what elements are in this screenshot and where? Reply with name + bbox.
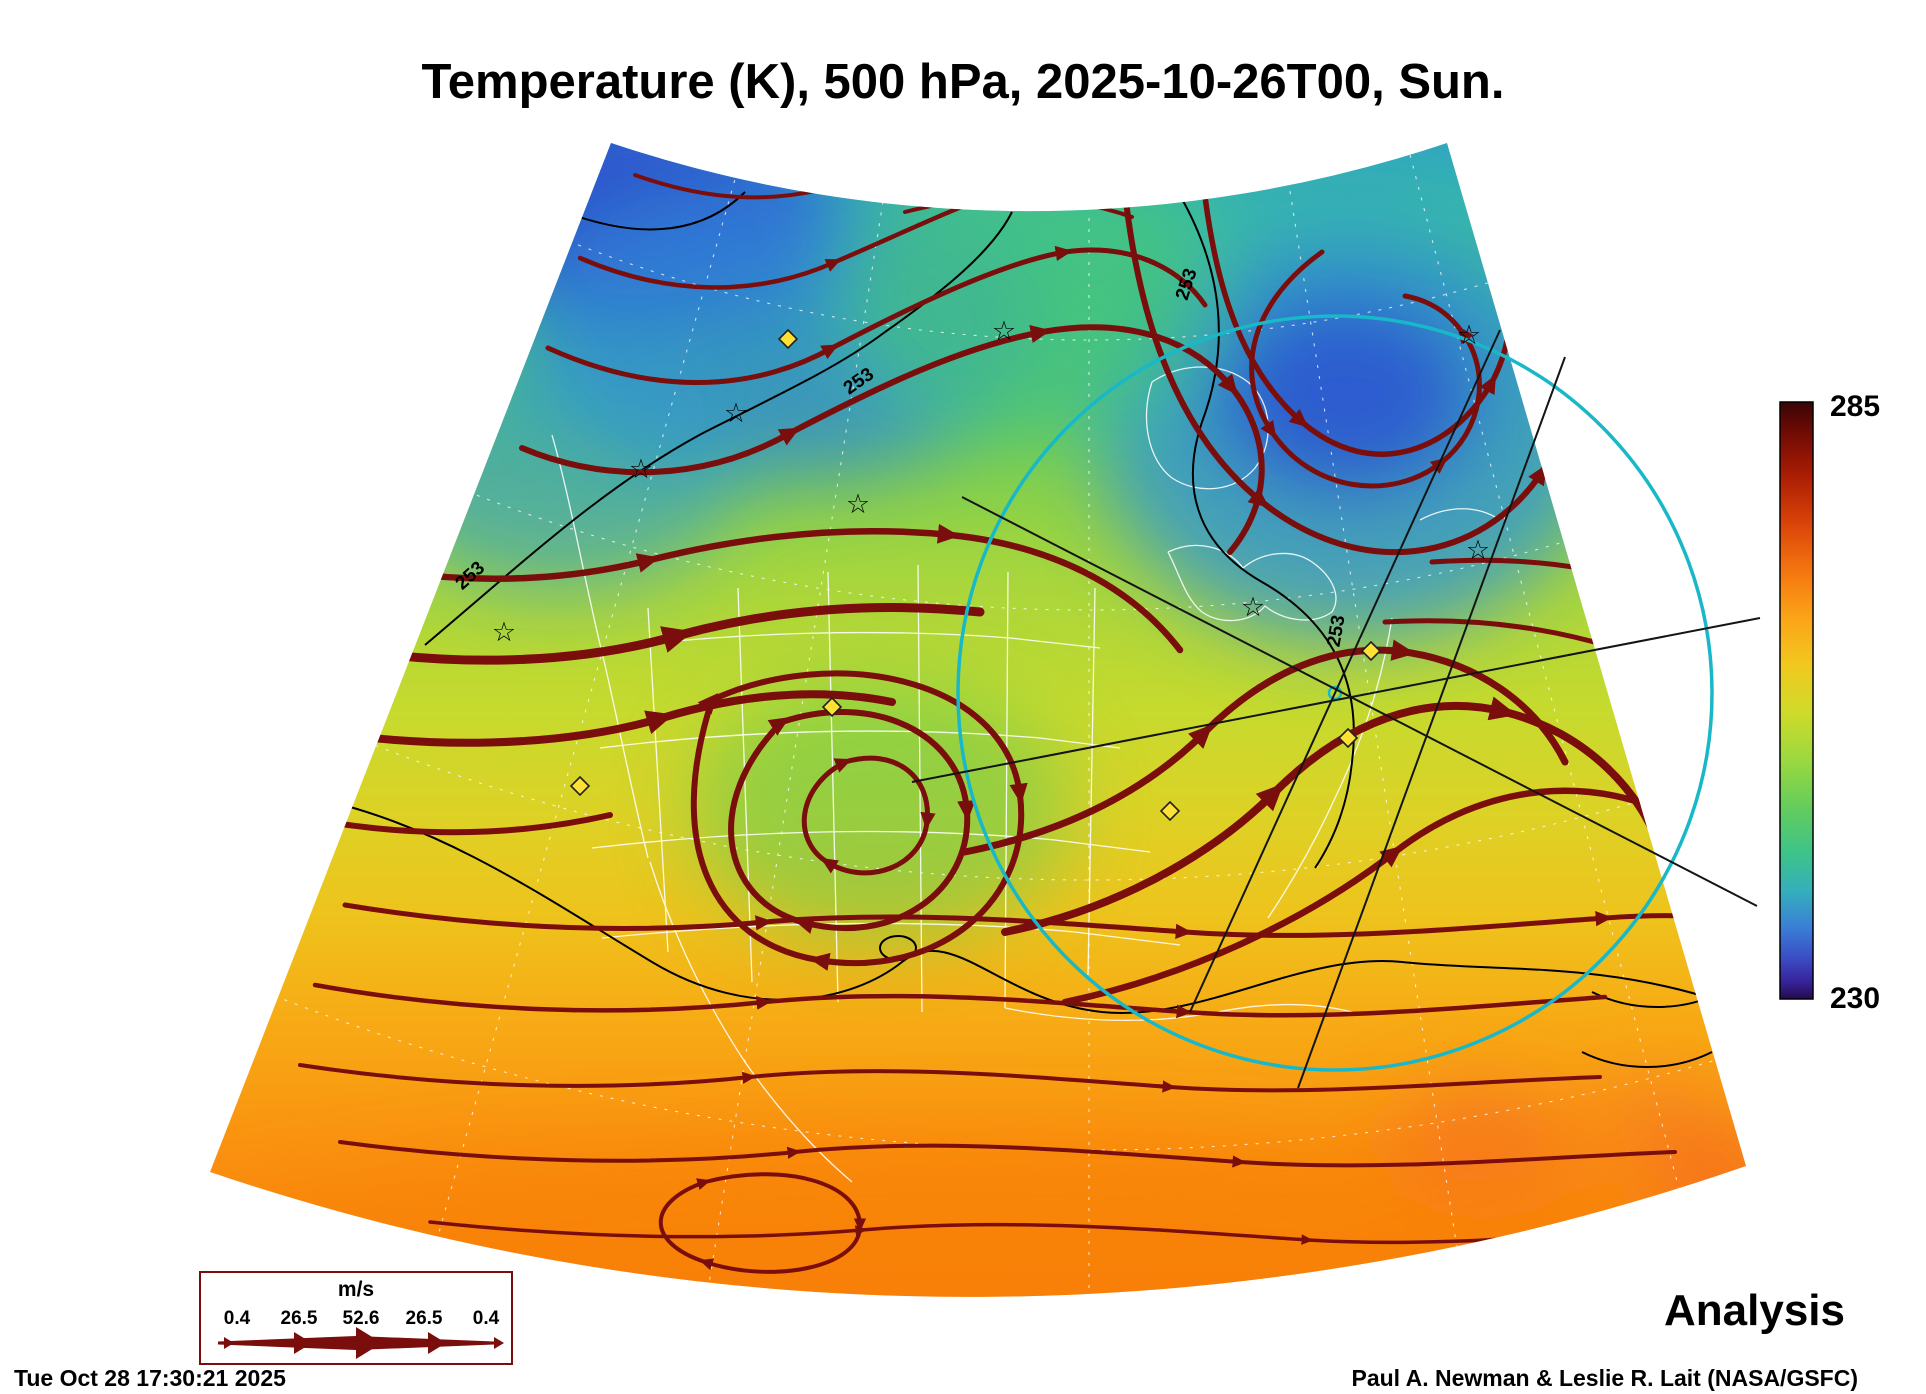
- wind-legend-arrow-glyph: [218, 1327, 504, 1359]
- wind-arrowhead-medium: [294, 1332, 312, 1354]
- wind-legend-units: m/s: [338, 1278, 374, 1301]
- site-marker-diamond: [1159, 800, 1181, 822]
- wind-arrowhead-medium: [428, 1332, 446, 1354]
- streamline: [961, 639, 1569, 856]
- streamline: [519, 324, 1265, 555]
- great-circle-lines: [911, 329, 1761, 1089]
- site-marker-star: ☆: [846, 489, 870, 520]
- streamline: [312, 982, 1608, 1019]
- colorbar: 285 230: [1779, 390, 1880, 1015]
- geo-border: [737, 587, 753, 983]
- site-marker-diamond: [777, 328, 799, 350]
- timestamp-label: Tue Oct 28 17:30:21 2025: [14, 1365, 286, 1391]
- colorbar-min-label: 230: [1830, 982, 1880, 1015]
- colorbar-max-label: 285: [1830, 390, 1880, 423]
- page-title: Temperature (K), 500 hPa, 2025-10-26T00,…: [422, 55, 1505, 109]
- star-markers: ☆ ☆ ☆ ☆ ☆ ☆ ☆ ☆: [492, 316, 1490, 648]
- temp-contour: [564, 191, 746, 231]
- streamline: [296, 690, 896, 747]
- streamlines: [287, 159, 1746, 1297]
- wind-arrowhead-small: [224, 1337, 234, 1349]
- wind-legend: m/s 0.4 26.5 52.6 26.5 0.4: [199, 1271, 513, 1365]
- wind-arrowhead-large: [356, 1327, 382, 1359]
- streamline: [298, 1063, 1602, 1093]
- geo-border: [647, 607, 669, 953]
- analysis-label: Analysis: [1664, 1286, 1845, 1335]
- temp-contour: [1581, 1051, 1713, 1068]
- streamline: [658, 1172, 860, 1274]
- wind-legend-values: 0.4 26.5 52.6 26.5 0.4: [224, 1308, 500, 1329]
- site-markers: ☆ ☆ ☆ ☆ ☆ ☆ ☆ ☆: [492, 316, 1490, 822]
- streamline: [428, 1220, 1640, 1245]
- streamline: [342, 902, 1746, 939]
- site-marker-star: ☆: [1457, 320, 1481, 351]
- wind-legend-value: 26.5: [281, 1308, 318, 1329]
- streamline: [1199, 169, 1513, 457]
- site-marker-star: ☆: [1466, 535, 1490, 566]
- great-circle-line: [911, 617, 1761, 783]
- site-marker-star: ☆: [992, 316, 1016, 347]
- site-marker-star: ☆: [724, 398, 748, 429]
- colorbar-gradient: [1779, 401, 1814, 1000]
- great-circle-line: [1189, 329, 1501, 1013]
- streamline: [528, 1296, 1357, 1297]
- site-marker-star: ☆: [1241, 592, 1265, 623]
- range-ring-overlay: [911, 314, 1761, 1089]
- site-marker-star: ☆: [629, 454, 653, 485]
- diamond-markers: [569, 328, 1382, 822]
- wind-legend-value: 0.4: [224, 1308, 251, 1329]
- credit-label: Paul A. Newman & Leslie R. Lait (NASA/GS…: [1351, 1365, 1858, 1391]
- wind-arrowhead-small: [494, 1337, 504, 1349]
- great-circle-line: [1297, 356, 1566, 1089]
- wind-legend-value: 52.6: [343, 1308, 380, 1329]
- streamline: [1001, 696, 1669, 936]
- wind-legend-value: 26.5: [406, 1308, 443, 1329]
- site-marker-diamond: [1337, 727, 1359, 749]
- site-marker-diamond: [821, 696, 843, 718]
- geo-border: [649, 861, 853, 1183]
- site-marker-diamond: [569, 775, 591, 797]
- range-ring-circle: [956, 314, 1714, 1072]
- geo-lakes-outline: [1167, 544, 1337, 622]
- site-marker-star: ☆: [492, 617, 516, 648]
- geo-border: [1419, 508, 1501, 521]
- streamline: [331, 523, 1184, 654]
- site-marker-diamond: [1360, 640, 1382, 662]
- wind-legend-value: 0.4: [473, 1308, 500, 1329]
- streamline: [315, 602, 985, 665]
- streamline: [1061, 787, 1689, 1006]
- geo-border: [551, 434, 649, 859]
- streamline: [338, 1140, 1677, 1168]
- great-circle-line: [961, 496, 1758, 907]
